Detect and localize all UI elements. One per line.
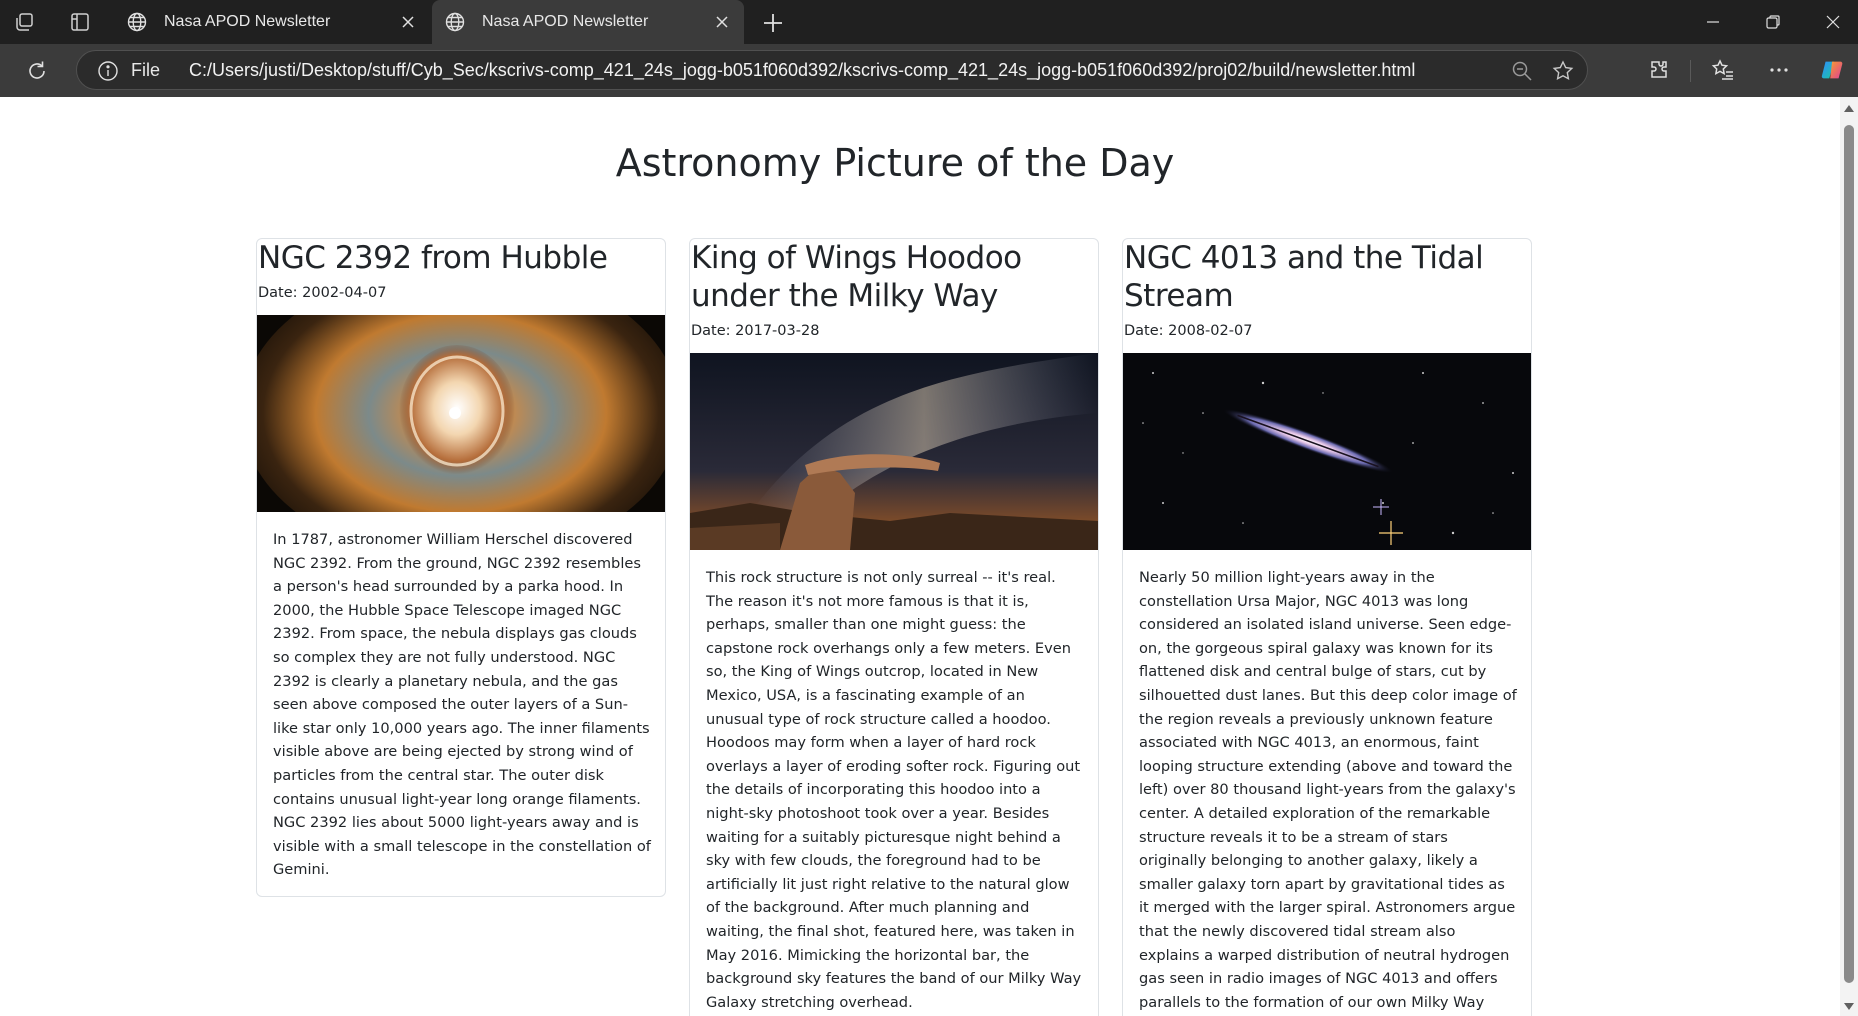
new-tab-button[interactable] [760, 10, 786, 36]
article-card: NGC 2392 from Hubble Date: 2002-04-07 [256, 238, 666, 897]
reload-icon [29, 61, 45, 79]
reload-button[interactable] [24, 58, 50, 84]
article-title: NGC 4013 and the Tidal Stream [1124, 240, 1484, 314]
article-date: Date: 2008-02-07 [1124, 323, 1253, 339]
globe-icon [126, 11, 148, 33]
article-date: Date: 2017-03-28 [691, 323, 820, 339]
scroll-down-icon[interactable] [1844, 1003, 1854, 1010]
page-viewport: Astronomy Picture of the Day NGC 2392 fr… [0, 97, 1840, 1016]
tab-bar: Nasa APOD Newsletter Nasa APOD Newslette… [0, 0, 1858, 44]
page-title: Astronomy Picture of the Day [615, 141, 1175, 185]
article-description: Nearly 50 million light-years away in th… [1139, 569, 1517, 1011]
article-description: This rock structure is not only surreal … [706, 569, 1082, 1011]
address-bar[interactable]: File C:/Users/justi/Desktop/stuff/Cyb_Se… [76, 50, 1588, 90]
window-close-icon [1826, 15, 1840, 29]
article-image [1123, 353, 1531, 550]
restore-icon [1766, 15, 1780, 29]
zoom-out-icon[interactable] [1511, 60, 1533, 82]
article-date: Date: 2002-04-07 [258, 285, 387, 301]
window-close-button[interactable] [1820, 10, 1846, 34]
more-icon[interactable] [1766, 57, 1792, 83]
toolbar-divider [1690, 60, 1691, 82]
info-icon[interactable] [97, 60, 119, 82]
close-icon[interactable] [710, 10, 734, 34]
minimize-button[interactable] [1700, 10, 1726, 34]
article-title: NGC 2392 from Hubble [258, 240, 608, 276]
close-icon[interactable] [396, 10, 420, 34]
plus-icon [764, 14, 782, 32]
site-scheme-label[interactable]: File [131, 60, 161, 80]
tab-actions-icon[interactable] [68, 10, 92, 34]
tab-title: Nasa APOD Newsletter [164, 13, 331, 30]
tab-title: Nasa APOD Newsletter [482, 13, 649, 30]
scroll-up-icon[interactable] [1844, 105, 1854, 112]
tab-inactive[interactable]: Nasa APOD Newsletter [114, 0, 430, 44]
workspaces-icon[interactable] [12, 10, 36, 34]
article-description: In 1787, astronomer William Herschel dis… [273, 531, 651, 879]
favorites-icon[interactable] [1710, 57, 1736, 83]
copilot-icon[interactable] [1820, 57, 1846, 83]
toolbar: File C:/Users/justi/Desktop/stuff/Cyb_Se… [0, 44, 1858, 97]
globe-icon [444, 11, 466, 33]
article-title: King of Wings Hoodoo under the Milky Way [691, 240, 1022, 314]
restore-button[interactable] [1760, 10, 1786, 34]
article-image [690, 353, 1098, 550]
tab-active[interactable]: Nasa APOD Newsletter [432, 0, 744, 44]
minimize-icon [1707, 21, 1719, 23]
page-scrollbar[interactable] [1840, 97, 1858, 1016]
star-icon[interactable] [1551, 59, 1575, 83]
article-card: King of Wings Hoodoo under the Milky Way… [689, 238, 1099, 1016]
article-image [257, 315, 665, 512]
article-card: NGC 4013 and the Tidal Stream Date: 2008… [1122, 238, 1532, 1016]
url-text[interactable]: C:/Users/justi/Desktop/stuff/Cyb_Sec/ksc… [189, 60, 1416, 80]
puzzle-icon[interactable] [1646, 57, 1672, 83]
scrollbar-thumb[interactable] [1844, 125, 1854, 983]
